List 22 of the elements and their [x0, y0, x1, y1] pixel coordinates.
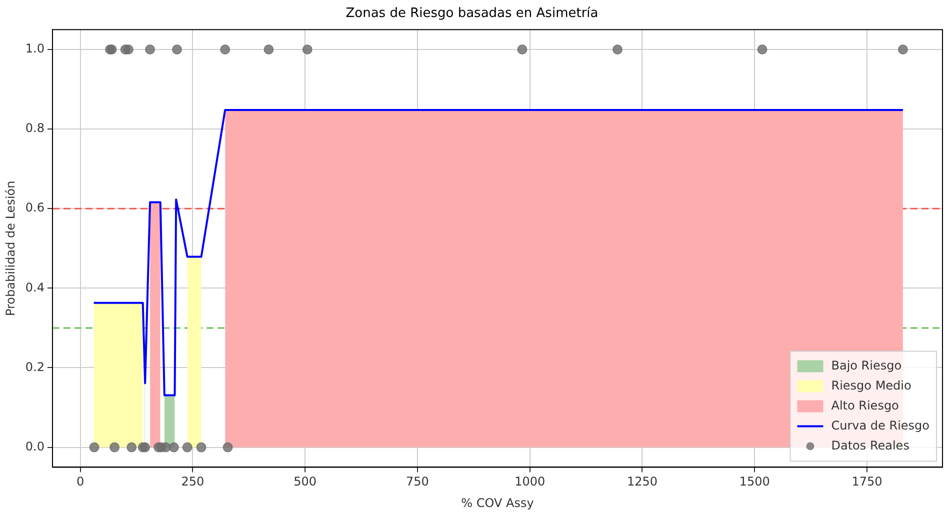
x-tick-label: 1500 — [739, 474, 770, 489]
y-tick-label: 1.0 — [25, 42, 44, 56]
x-tick-label: 500 — [294, 474, 317, 489]
legend-label: Datos Reales — [831, 438, 910, 452]
y-tick-label: 0.2 — [25, 360, 44, 374]
x-tick-label: 1000 — [514, 474, 546, 489]
y-tick-label: 0.4 — [25, 280, 44, 294]
y-tick-label: 0.8 — [25, 121, 44, 136]
x-tick-label: 750 — [406, 474, 429, 489]
y-axis-title: Probabilidad de Lesión — [3, 180, 18, 316]
x-axis-title: % COV Assy — [461, 496, 534, 510]
x-tick-label: 0 — [76, 474, 84, 489]
legend-label: Bajo Riesgo — [831, 358, 902, 372]
legend-label: Riesgo Medio — [831, 378, 912, 392]
legend-label: Alto Riesgo — [831, 398, 899, 412]
chart-title: Zonas de Riesgo basadas en Asimetría — [346, 6, 598, 22]
y-tick-label: 0.6 — [25, 200, 44, 215]
legend-label: Curva de Riesgo — [831, 418, 930, 432]
x-tick-label: 1250 — [626, 474, 658, 489]
y-tick-label: 0.0 — [25, 439, 44, 454]
x-tick-label: 250 — [181, 474, 204, 489]
x-tick-label: 1750 — [852, 474, 882, 489]
